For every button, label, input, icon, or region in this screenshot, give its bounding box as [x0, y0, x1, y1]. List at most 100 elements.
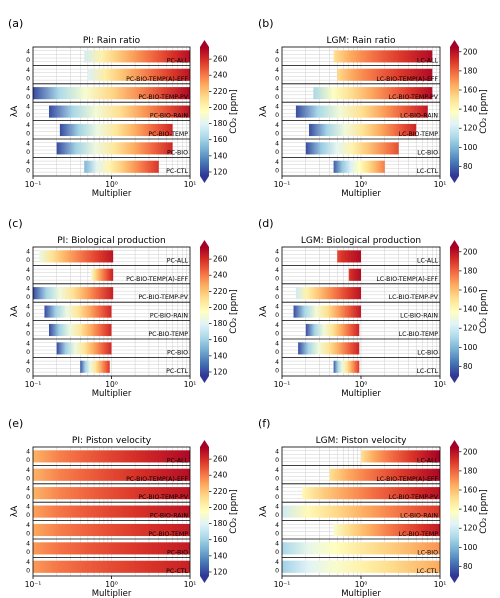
y-axis-label: λA: [259, 105, 269, 117]
chart-title: PI: Rain ratio: [83, 36, 141, 46]
heatmap-bar: [309, 123, 417, 137]
row-label: LC-BIO: [417, 349, 438, 356]
row-label: PC-BIO-TEMP-PV: [138, 94, 188, 101]
colorbar-tick-label: 80: [463, 362, 473, 371]
x-tick-label: 10⁰: [105, 180, 118, 189]
row-label: PC-BIO-TEMP-PV: [138, 494, 188, 501]
y-tick-label: 0: [275, 312, 279, 319]
y-tick-label: 4: [275, 141, 279, 148]
y-tick-label: 4: [26, 85, 30, 92]
row-label: LC-BIO: [417, 549, 438, 556]
colorbar-tick-label: 180: [213, 319, 228, 328]
y-tick-label: 0: [26, 112, 30, 119]
y-tick-label: 0: [275, 257, 279, 264]
y-tick-label: 4: [275, 522, 279, 529]
y-tick-label: 4: [275, 322, 279, 329]
colorbar-tick-label: 160: [463, 86, 478, 95]
y-tick-label: 0: [26, 57, 30, 64]
row-label: PC-BIO: [167, 549, 188, 556]
y-tick-label: 4: [26, 67, 30, 74]
y-tick-label: 0: [26, 275, 30, 282]
y-tick-label: 4: [26, 449, 30, 456]
row-label: PC-BIO: [167, 149, 188, 156]
y-tick-label: 0: [26, 567, 30, 574]
row-label: PC-CTL: [166, 168, 188, 175]
y-tick-label: 0: [275, 149, 279, 156]
heatmap-bar: [333, 360, 360, 373]
y-tick-label: 4: [275, 485, 279, 492]
row-label: LC-BIO-TEMP-PV: [389, 294, 439, 301]
row-label: PC-BIO-TEMP: [148, 531, 188, 538]
colorbar-extend-top: [450, 40, 459, 47]
y-tick-label: 4: [26, 559, 30, 566]
x-tick-label: 10⁻¹: [25, 180, 42, 189]
row-label: PC-BIO-TEMP: [148, 331, 188, 338]
colorbar-label: CO₂ [ppm]: [479, 489, 489, 533]
heatmap-bar: [333, 523, 440, 537]
colorbar-tick-label: 200: [213, 503, 228, 512]
y-tick-label: 4: [26, 304, 30, 311]
colorbar-tick-label: 240: [213, 71, 228, 80]
y-tick-label: 0: [26, 457, 30, 464]
colorbar-tick-label: 120: [213, 167, 228, 176]
chart-title: LGM: Piston velocity: [316, 436, 408, 446]
y-tick-label: 4: [26, 267, 30, 274]
y-tick-label: 0: [275, 475, 279, 482]
y-tick-label: 4: [26, 322, 30, 329]
row-label: PC-BIO-TEMP(A)-EFF: [126, 476, 188, 483]
row-label: LC-BIO-TEMP: [399, 331, 439, 338]
row-label: LC-BIO-RAIN: [400, 313, 438, 320]
colorbar-tick-label: 220: [213, 87, 228, 96]
y-tick-label: 0: [26, 475, 30, 482]
y-tick-label: 0: [26, 549, 30, 556]
colorbar-tick-label: 200: [463, 247, 478, 256]
colorbar-extend-top: [450, 440, 459, 447]
y-tick-label: 4: [275, 449, 279, 456]
chart-title: PI: Biological production: [57, 236, 166, 246]
heatmap-bar: [39, 250, 114, 263]
heatmap-bar: [84, 50, 190, 63]
row-label: LC-ALL: [417, 257, 439, 264]
y-tick-label: 0: [275, 549, 279, 556]
x-tick-label: 10¹: [434, 380, 447, 389]
x-tick-label: 10¹: [184, 380, 197, 389]
heatmap-bar: [33, 468, 190, 481]
row-label: PC-ALL: [167, 257, 189, 264]
y-tick-label: 4: [26, 104, 30, 111]
row-label: PC-BIO: [167, 349, 188, 356]
colorbar-tick-label: 240: [213, 471, 228, 480]
colorbar-tick-label: 120: [213, 567, 228, 576]
y-tick-label: 4: [275, 159, 279, 166]
y-tick-label: 0: [26, 531, 30, 538]
row-label: LC-BIO-TEMP: [399, 131, 439, 138]
colorbar-tick-label: 140: [213, 351, 228, 360]
chart-title: PI: Piston velocity: [72, 436, 152, 446]
y-tick-label: 4: [275, 341, 279, 348]
colorbar-extend-bottom: [200, 576, 209, 583]
row-label: LC-BIO-RAIN: [400, 113, 438, 120]
y-tick-label: 4: [275, 541, 279, 548]
colorbar-label: CO₂ [ppm]: [229, 489, 239, 533]
y-tick-label: 0: [275, 494, 279, 501]
y-tick-label: 0: [275, 567, 279, 574]
colorbar-tick-label: 180: [463, 66, 478, 75]
y-axis-label: λA: [10, 105, 20, 117]
heatmap-bar: [49, 323, 112, 337]
colorbar-label: CO₂ [ppm]: [229, 289, 239, 333]
row-label: PC-BIO-TEMP: [148, 131, 188, 138]
heatmap-bar: [33, 450, 190, 463]
colorbar-tick-label: 140: [463, 305, 478, 314]
colorbar-tick-label: 200: [213, 303, 228, 312]
colorbar-tick-label: 180: [213, 119, 228, 128]
y-tick-label: 4: [275, 67, 279, 74]
y-tick-label: 4: [26, 141, 30, 148]
colorbar-tick-label: 260: [213, 55, 228, 64]
y-tick-label: 0: [26, 331, 30, 338]
x-axis-label: Multiplier: [92, 189, 132, 199]
colorbar: [200, 47, 209, 176]
panel-label: (a): [8, 17, 23, 30]
x-axis-label: Multiplier: [341, 389, 381, 399]
x-tick-label: 10⁻¹: [25, 380, 42, 389]
colorbar-tick-label: 260: [213, 455, 228, 464]
y-tick-label: 4: [26, 122, 30, 129]
